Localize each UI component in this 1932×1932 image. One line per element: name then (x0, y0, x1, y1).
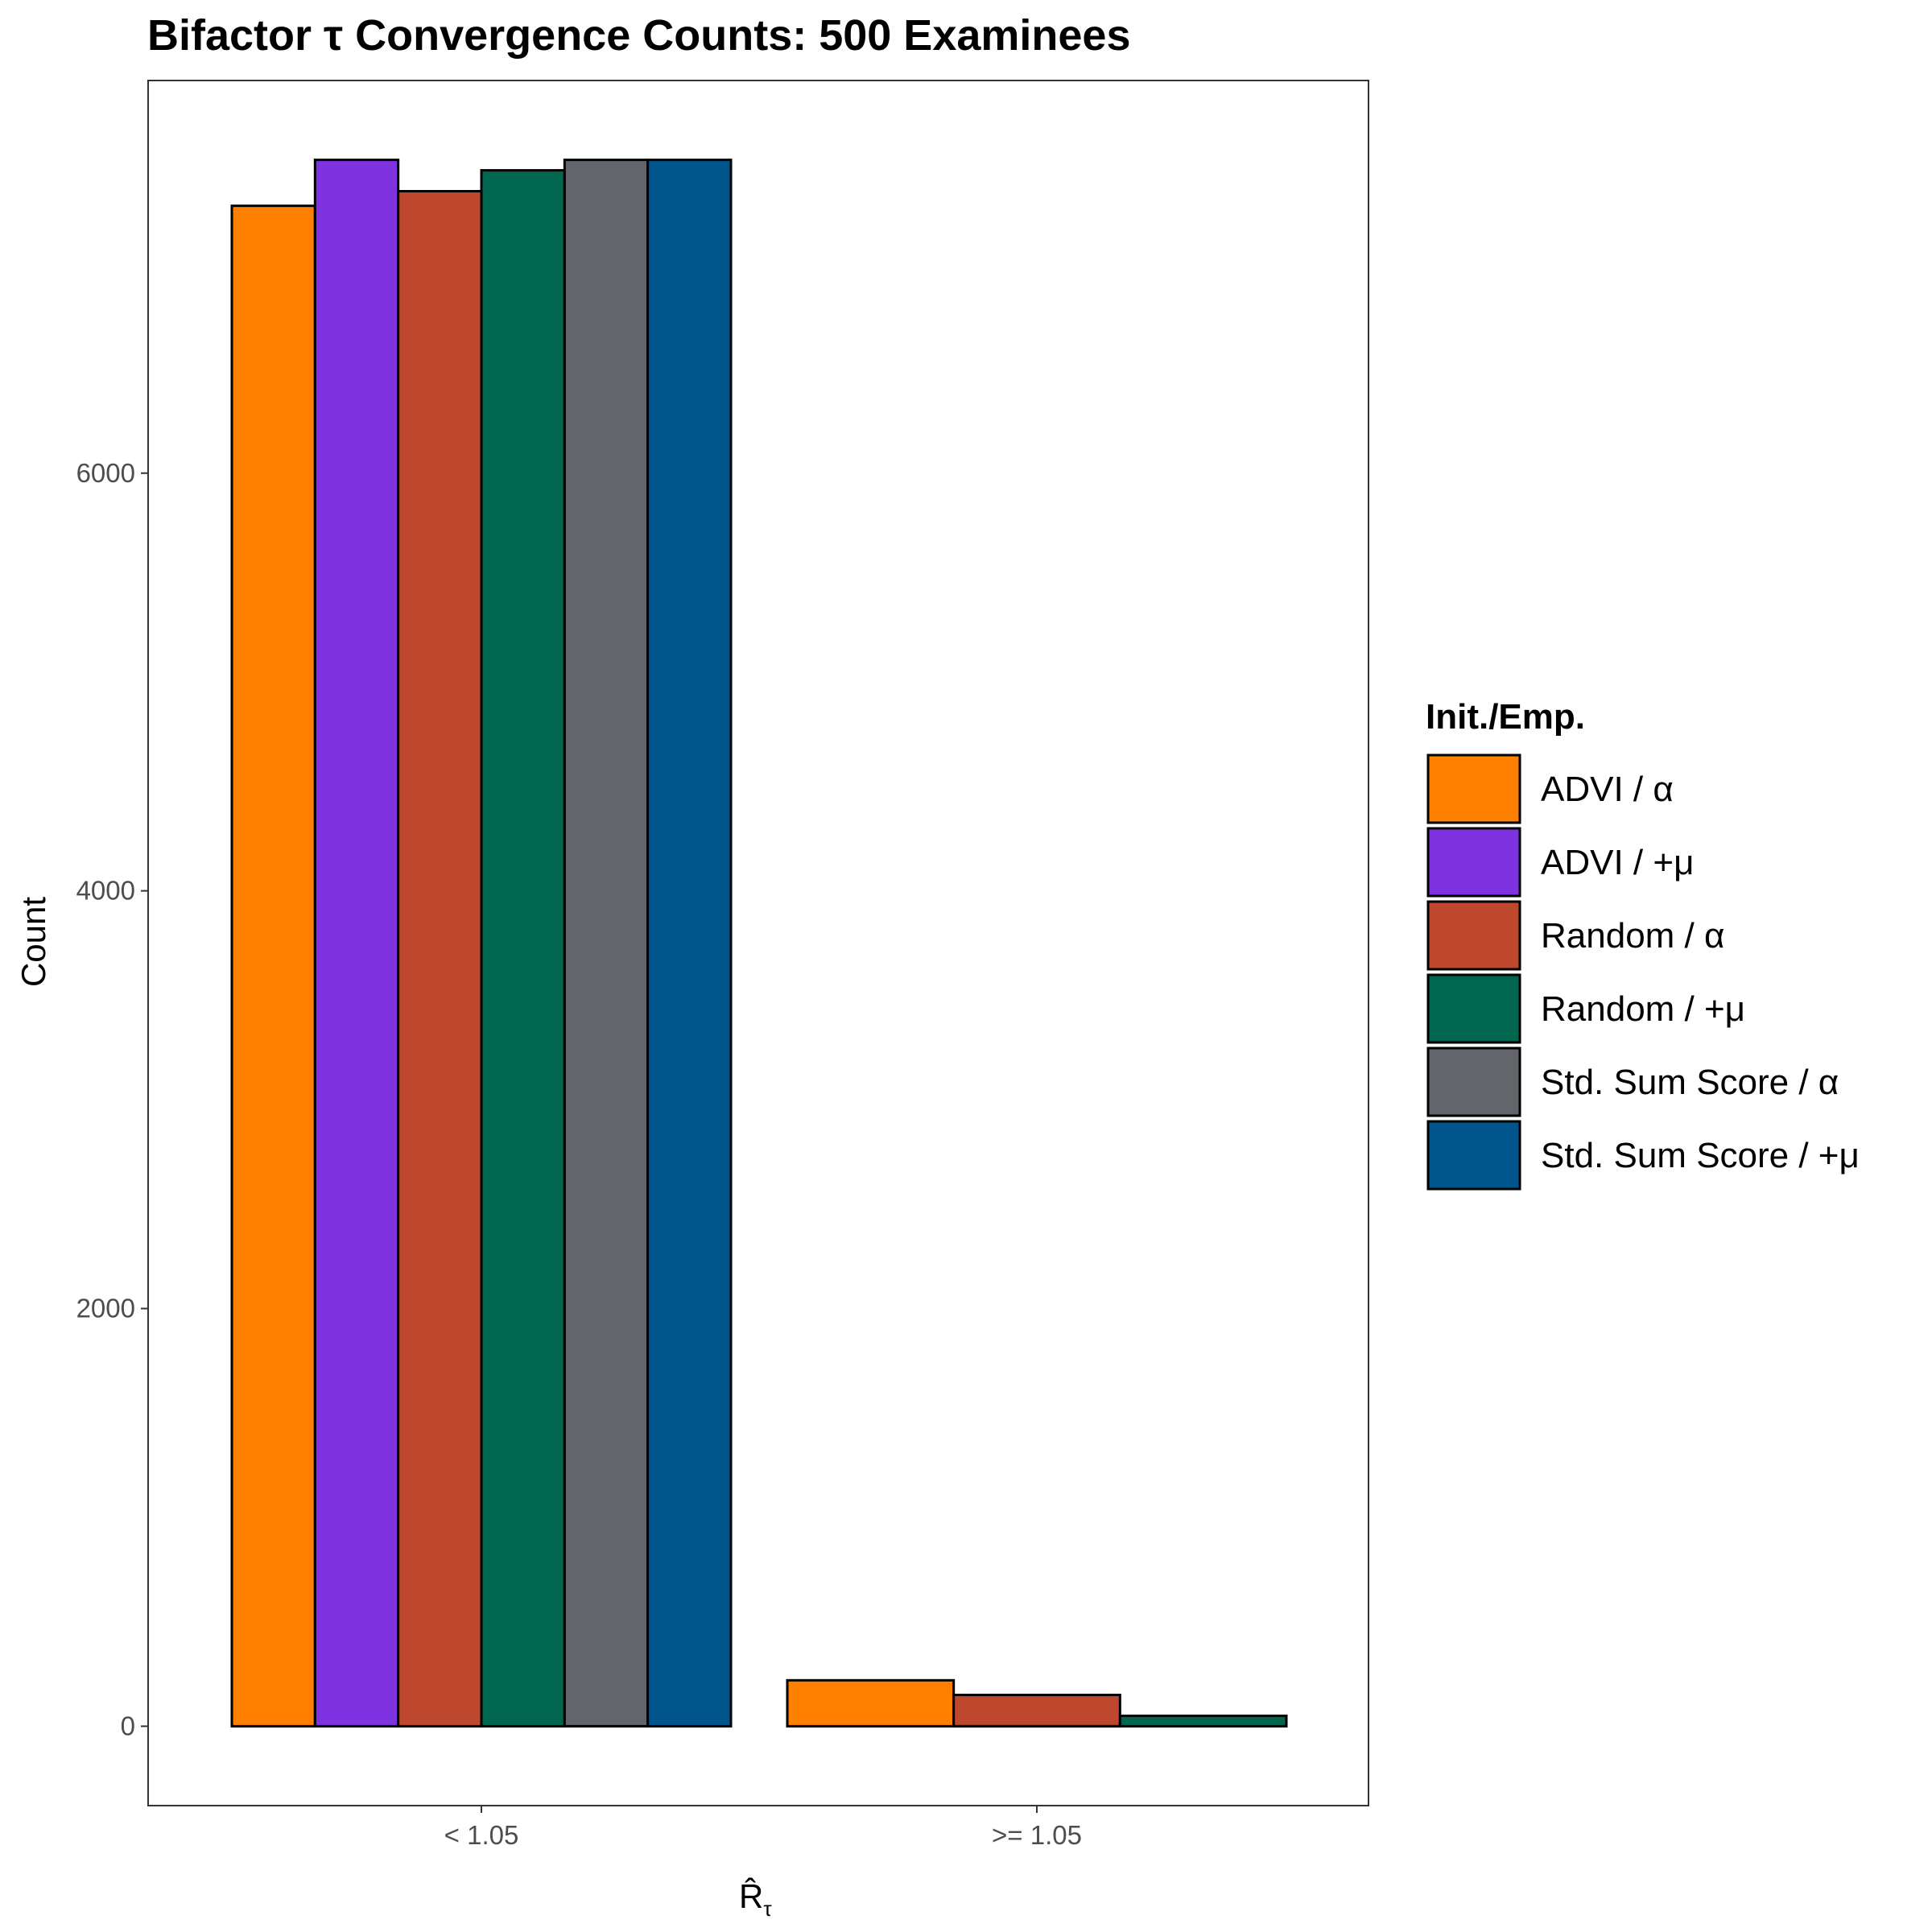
x-axis-title-subscript: τ (763, 1897, 772, 1921)
legend-label-2: ADVI / +μ (1541, 843, 1694, 882)
legend-label-1: ADVI / α (1541, 770, 1674, 809)
legend-label-6: Std. Sum Score / +μ (1541, 1136, 1860, 1175)
legend-label-4: Random / +μ (1541, 989, 1745, 1029)
x-axis: < 1.05 >= 1.05 (444, 1806, 1082, 1850)
x-tick-label-1: < 1.05 (444, 1820, 519, 1850)
legend-label-3: Random / α (1541, 916, 1724, 956)
legend: Init./Emp. ADVI / α ADVI / +μ Random / α Ra… (1426, 697, 1860, 1191)
legend-swatch-6 (1426, 1120, 1521, 1191)
legend-swatch-5 (1426, 1046, 1521, 1117)
bar-1-1 (230, 204, 316, 1728)
y-axis: 0 2000 4000 6000 (76, 458, 148, 1740)
x-tick-label-2: >= 1.05 (992, 1820, 1082, 1850)
x-axis-title-main: R̂ (739, 1877, 763, 1915)
y-tick-label-4: 6000 (76, 458, 135, 488)
bar-2-4 (1118, 1714, 1288, 1728)
bar-1-3 (397, 190, 483, 1728)
legend-title: Init./Emp. (1426, 697, 1585, 737)
bar-1-2 (313, 159, 400, 1728)
legend-swatch-1 (1426, 753, 1521, 824)
chart-title: Bifactor τ Convergence Counts: 500 Exami… (147, 11, 1131, 60)
y-axis-title: Count (14, 897, 52, 987)
bar-2-3 (952, 1693, 1121, 1728)
legend-swatch-3 (1426, 900, 1521, 971)
y-tick-label-2: 2000 (76, 1294, 135, 1323)
legend-swatch-4 (1426, 973, 1521, 1044)
bar-2-1 (786, 1678, 956, 1728)
bar-1-4 (480, 169, 566, 1728)
bar-1-5 (563, 159, 650, 1728)
legend-label-5: Std. Sum Score / α (1541, 1063, 1839, 1102)
bars-layer (230, 159, 1288, 1728)
y-tick-label-1: 0 (121, 1711, 135, 1740)
legend-swatch-2 (1426, 827, 1521, 898)
x-axis-title: R̂τ (739, 1877, 772, 1921)
bar-1-6 (646, 159, 733, 1728)
y-tick-label-3: 4000 (76, 876, 135, 906)
